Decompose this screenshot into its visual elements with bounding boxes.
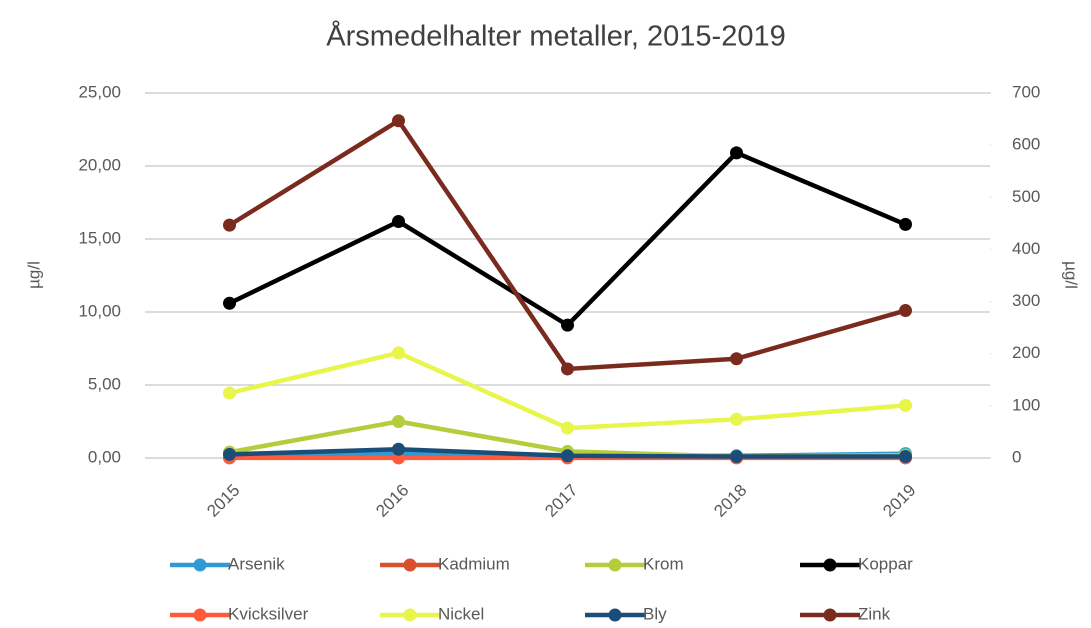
series-point xyxy=(223,447,236,461)
y-tick-label: 5,00 xyxy=(88,374,121,393)
x-tick-label: 2018 xyxy=(710,481,750,521)
series-point xyxy=(392,114,405,128)
series-point xyxy=(223,296,236,310)
y-tick-label: 20,00 xyxy=(78,155,121,174)
series-line xyxy=(228,118,907,372)
legend-label: Krom xyxy=(643,554,684,573)
series-point xyxy=(730,412,743,426)
y2-tick-label: 200 xyxy=(1012,343,1040,362)
y2-tick-label: 300 xyxy=(1012,291,1040,310)
series-point xyxy=(730,146,743,160)
series-point xyxy=(561,318,574,332)
legend-marker xyxy=(403,608,417,622)
series-point xyxy=(561,421,574,435)
legend-marker xyxy=(608,558,622,572)
legend-marker xyxy=(823,608,837,622)
y2-tick-label: 500 xyxy=(1012,187,1040,206)
y2-tick-label: 700 xyxy=(1012,82,1040,101)
legend-label: Bly xyxy=(643,604,667,623)
series-point xyxy=(899,304,912,318)
legend-label: Nickel xyxy=(438,604,484,623)
y2-tick-label: 600 xyxy=(1012,135,1040,154)
series-point xyxy=(392,346,405,360)
y-tick-label: 0,00 xyxy=(88,447,121,466)
x-tick-label: 2017 xyxy=(541,481,581,521)
y-tick-label: 10,00 xyxy=(78,301,121,320)
series-point xyxy=(392,442,405,456)
legend-label: Koppar xyxy=(858,554,913,573)
series-point xyxy=(392,415,405,428)
y2-axis-label: µg/l xyxy=(1062,261,1081,289)
x-tick-label: 2019 xyxy=(879,481,919,521)
legend-marker xyxy=(193,558,207,572)
x-tick-label: 2015 xyxy=(203,481,243,521)
y-tick-label: 25,00 xyxy=(78,82,121,101)
y-tick-label: 15,00 xyxy=(78,228,121,247)
legend-marker xyxy=(193,608,207,622)
x-tick-label: 2016 xyxy=(372,481,412,521)
series-point xyxy=(899,398,912,412)
legend-marker xyxy=(823,558,837,572)
series-point xyxy=(899,217,912,231)
legend-label: Kadmium xyxy=(438,554,510,573)
legend-label: Arsenik xyxy=(228,554,285,573)
series-point xyxy=(392,214,405,228)
y-axis-label: µg/l xyxy=(24,261,43,289)
legend-label: Kvicksilver xyxy=(228,604,309,623)
series-point xyxy=(223,218,236,232)
series-point xyxy=(899,450,912,464)
series-point xyxy=(223,386,236,400)
series-point xyxy=(730,352,743,366)
series-point xyxy=(730,450,743,464)
y2-tick-label: 400 xyxy=(1012,239,1040,258)
legend-marker xyxy=(608,608,622,622)
y2-tick-label: 100 xyxy=(1012,395,1040,414)
chart-title: Årsmedelhalter metaller, 2015-2019 xyxy=(326,20,785,53)
legend-label: Zink xyxy=(858,604,891,623)
y2-tick-label: 0 xyxy=(1012,447,1021,466)
series-point xyxy=(561,362,574,376)
series-point xyxy=(561,449,574,463)
legend-marker xyxy=(403,558,417,572)
